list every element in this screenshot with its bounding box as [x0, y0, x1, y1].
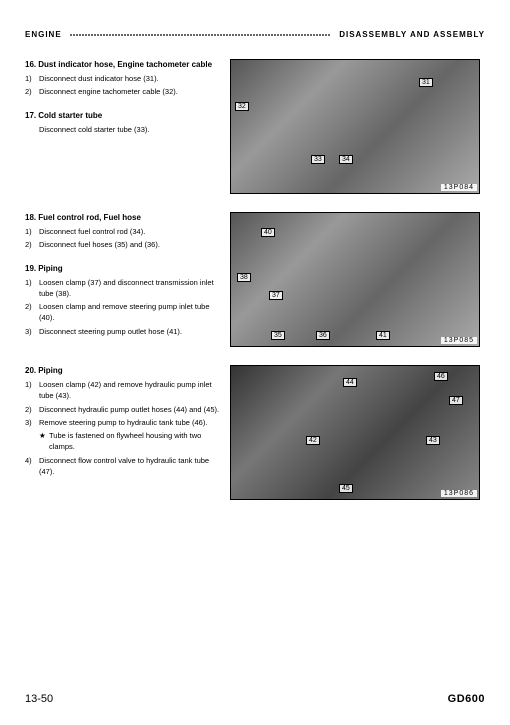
section-title: Piping: [38, 264, 62, 273]
sub-number: 1): [25, 73, 32, 84]
callout-label: 35: [271, 331, 285, 340]
sub-number: 1): [25, 226, 32, 237]
callout-label: 47: [449, 396, 463, 405]
sub-text: Disconnect dust indicator hose (31).: [39, 74, 159, 83]
star-text: Tube is fastened on flywheel housing wit…: [49, 431, 201, 451]
section-16-17: 16. Dust indicator hose, Engine tachomet…: [25, 59, 485, 194]
sub-item: 2) Disconnect fuel hoses (35) and (36).: [25, 239, 220, 250]
star-icon: ★: [39, 430, 46, 441]
sub-number: 4): [25, 455, 32, 466]
page-footer: 13-50 GD600: [25, 693, 485, 705]
section-text-block: 16. Dust indicator hose, Engine tachomet…: [25, 59, 230, 135]
section-20: 20. Piping 1) Loosen clamp (42) and remo…: [25, 365, 485, 500]
callout-label: 34: [339, 155, 353, 164]
sub-text: Disconnect flow control valve to hydraul…: [39, 456, 209, 476]
sub-text: Disconnect fuel hoses (35) and (36).: [39, 240, 160, 249]
section-18-19: 18. Fuel control rod, Fuel hose 1) Disco…: [25, 212, 485, 347]
section-text-block: 18. Fuel control rod, Fuel hose 1) Disco…: [25, 212, 230, 337]
sub-number: 2): [25, 301, 32, 312]
callout-label: 44: [343, 378, 357, 387]
sub-text: Disconnect fuel control rod (34).: [39, 227, 145, 236]
sub-item: 1) Loosen clamp (37) and disconnect tran…: [25, 277, 220, 300]
sub-item: 3) Remove steering pump to hydraulic tan…: [25, 417, 220, 428]
model-code: GD600: [448, 693, 485, 705]
section-number: 19.: [25, 264, 36, 273]
header-right: DISASSEMBLY AND ASSEMBLY: [339, 30, 485, 39]
sub-text: Loosen clamp and remove steering pump in…: [39, 302, 210, 322]
header-divider: [70, 34, 332, 36]
figure-photo: 44 46 47 42 43 45 13P086: [230, 365, 480, 500]
plain-text: Disconnect cold starter tube (33).: [25, 124, 220, 135]
sub-number: 3): [25, 326, 32, 337]
engine-photo-bg: [231, 60, 479, 193]
callout-label: 46: [434, 372, 448, 381]
sub-number: 1): [25, 379, 32, 390]
header-left: ENGINE: [25, 30, 62, 39]
callout-label: 42: [306, 436, 320, 445]
page-number: 13-50: [25, 693, 53, 705]
callout-label: 45: [339, 484, 353, 493]
sub-number: 2): [25, 404, 32, 415]
sub-item: 1) Disconnect fuel control rod (34).: [25, 226, 220, 237]
sub-item: 1) Disconnect dust indicator hose (31).: [25, 73, 220, 84]
figure-photo: 31 32 33 34 13P084: [230, 59, 480, 194]
section-number: 20.: [25, 366, 36, 375]
sub-number: 3): [25, 417, 32, 428]
sub-text: Loosen clamp (42) and remove hydraulic p…: [39, 380, 212, 400]
sub-number: 1): [25, 277, 32, 288]
sub-item: 1) Loosen clamp (42) and remove hydrauli…: [25, 379, 220, 402]
sub-text: Disconnect hydraulic pump outlet hoses (…: [39, 405, 219, 414]
photo-code: 13P085: [441, 337, 477, 344]
callout-label: 41: [376, 331, 390, 340]
section-text-block: 20. Piping 1) Loosen clamp (42) and remo…: [25, 365, 230, 477]
callout-label: 32: [235, 102, 249, 111]
callout-label: 37: [269, 291, 283, 300]
callout-label: 40: [261, 228, 275, 237]
sub-number: 2): [25, 86, 32, 97]
section-number: 16.: [25, 60, 36, 69]
callout-label: 36: [316, 331, 330, 340]
sub-number: 2): [25, 239, 32, 250]
sub-text: Remove steering pump to hydraulic tank t…: [39, 418, 207, 427]
sub-text: Disconnect steering pump outlet hose (41…: [39, 327, 182, 336]
figure-photo: 40 38 37 35 36 41 13P085: [230, 212, 480, 347]
section-title: Piping: [38, 366, 62, 375]
sub-item: 2) Disconnect hydraulic pump outlet hose…: [25, 404, 220, 415]
sub-text: Disconnect engine tachometer cable (32).: [39, 87, 178, 96]
sub-text: Loosen clamp (37) and disconnect transmi…: [39, 278, 214, 298]
section-title: Fuel control rod, Fuel hose: [38, 213, 141, 222]
callout-label: 33: [311, 155, 325, 164]
page-header: ENGINE DISASSEMBLY AND ASSEMBLY: [25, 30, 485, 39]
sub-item: 3) Disconnect steering pump outlet hose …: [25, 326, 220, 337]
sub-item: 2) Disconnect engine tachometer cable (3…: [25, 86, 220, 97]
star-note: ★ Tube is fastened on flywheel housing w…: [25, 430, 220, 453]
callout-label: 38: [237, 273, 251, 282]
photo-code: 13P086: [441, 490, 477, 497]
sub-item: 4) Disconnect flow control valve to hydr…: [25, 455, 220, 478]
section-number: 17.: [25, 111, 36, 120]
section-title: Cold starter tube: [38, 111, 102, 120]
callout-label: 43: [426, 436, 440, 445]
sub-item: 2) Loosen clamp and remove steering pump…: [25, 301, 220, 324]
photo-code: 13P084: [441, 184, 477, 191]
section-title: Dust indicator hose, Engine tachometer c…: [38, 60, 212, 69]
callout-label: 31: [419, 78, 433, 87]
section-number: 18.: [25, 213, 36, 222]
